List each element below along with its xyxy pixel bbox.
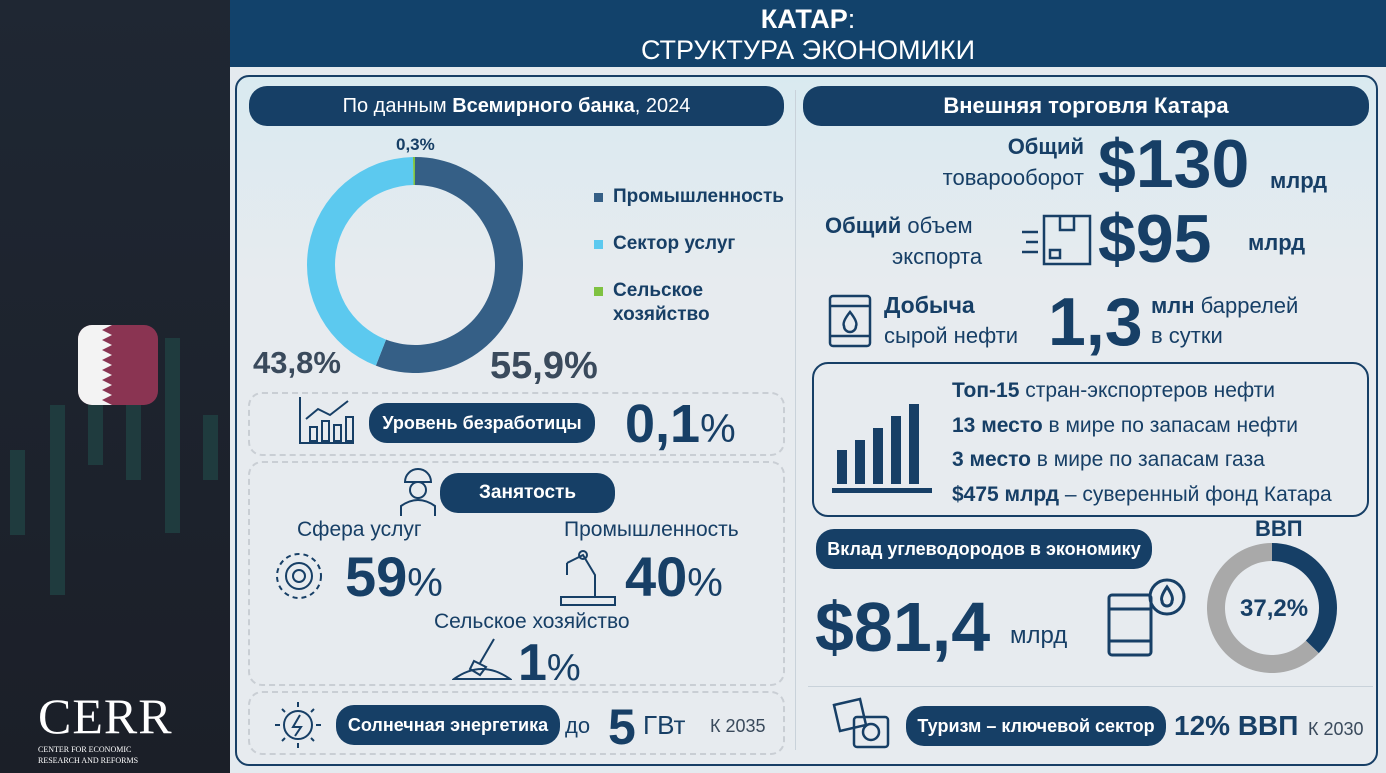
shipping-box-icon: [1022, 214, 1092, 266]
turnover-unit: млрд: [1270, 168, 1328, 193]
facts-list: Топ-15 стран-экспортеров нефти 13 место …: [952, 374, 1332, 512]
tourism-value: 12% ВВП: [1174, 710, 1299, 741]
export-label: экспорта: [892, 244, 983, 269]
fact-item: 13 место в мире по запасам нефти: [952, 413, 1298, 437]
facts-box: [812, 362, 1369, 517]
solar-prefix: до: [565, 713, 591, 738]
donut-slice-1: [307, 157, 414, 366]
gdp-share-slice: [1272, 543, 1337, 654]
economy-donut-chart: [307, 157, 523, 373]
robot-arm-icon: [560, 550, 616, 606]
solar-year: К 2035: [710, 716, 766, 736]
fact-item: 3 место в мире по запасам газа: [952, 448, 1265, 471]
legend-item-agri: Сельское хозяйство: [594, 279, 784, 327]
qatar-flag-icon: [78, 325, 158, 405]
hydrocarbons-value: $81,4: [815, 588, 991, 666]
gdp-rest-slice: [1207, 543, 1319, 673]
oil-label: сырой нефти: [884, 323, 1019, 348]
solar-box: [248, 691, 785, 755]
oil-unit: в сутки: [1151, 323, 1223, 348]
employment-title: Занятость: [440, 473, 615, 513]
solar-unit: ГВт: [643, 710, 686, 740]
logo-tag: CENTER FOR ECONOMIC: [38, 745, 132, 754]
employment-agri-value: 1%: [518, 634, 581, 692]
tourism-year: К 2030: [1308, 719, 1364, 739]
export-label: Общий объем: [825, 213, 973, 238]
solar-label: Солнечная энергетика: [336, 705, 560, 745]
worker-icon: [400, 468, 436, 516]
oil-label: Добыча: [884, 292, 975, 318]
solar-value: 5: [608, 699, 636, 755]
chart-legend: Промышленность Сектор услуг Сельское хозя…: [594, 185, 784, 327]
side-banner: CERR CENTER FOR ECONOMIC RESEARCH AND RE…: [0, 0, 230, 773]
hydrocarbons-unit: млрд: [1010, 622, 1068, 649]
page-title: КАТАР:: [760, 4, 856, 34]
oil-barrel-icon: [828, 294, 872, 348]
export-value: $95: [1098, 201, 1212, 277]
unemployment-label: Уровень безработицы: [369, 403, 595, 443]
solar-energy-icon: [275, 702, 321, 748]
shovel-icon: [452, 638, 512, 680]
donut-slice-0: [375, 157, 523, 373]
fact-item: $475 млрд – суверенный фонд Катара: [952, 482, 1332, 506]
oil-barrel-drop-icon: [1107, 578, 1186, 657]
logo-text: CERR: [38, 688, 173, 744]
page-header: КАТАР: СТРУКТУРА ЭКОНОМИКИ: [230, 0, 1386, 67]
logo-tag: RESEARCH AND REFORMS: [38, 756, 139, 765]
turnover-label: товарооборот: [942, 165, 1084, 190]
tourism-label: Туризм – ключевой сектор: [906, 706, 1166, 746]
source-banner: По данным Всемирного банка, 2024: [249, 86, 784, 126]
legend-item-services: Сектор услуг: [594, 232, 784, 256]
data-label-industry: 55,9%: [490, 345, 598, 387]
bar-chart-icon: [832, 404, 932, 493]
gdp-label: ВВП: [1255, 516, 1303, 541]
employment-services-value: 59%: [345, 545, 443, 608]
oil-unit: млн баррелей: [1151, 293, 1299, 318]
employment-industry-label: Промышленность: [564, 518, 739, 541]
data-label-services: 43,8%: [253, 345, 341, 380]
donut-slice-2: [412, 157, 415, 186]
turnover-value: $130: [1098, 126, 1250, 202]
gdp-share-donut: [1207, 543, 1337, 673]
employment-services-label: Сфера услуг: [297, 518, 422, 541]
unemployment-box: [248, 392, 785, 456]
cerr-logo: CERR CENTER FOR ECONOMIC RESEARCH AND RE…: [38, 688, 173, 766]
employment-box: [248, 461, 785, 686]
hydrocarbons-label: Вклад углеводородов в экономику: [816, 529, 1152, 569]
legend-item-industry: Промышленность: [594, 185, 784, 209]
page-subtitle: СТРУКТУРА ЭКОНОМИКИ: [640, 35, 976, 65]
data-label-agri: 0,3%: [396, 135, 435, 154]
gear-icon: [276, 553, 322, 599]
export-unit: млрд: [1248, 230, 1306, 255]
oil-value: 1,3: [1048, 284, 1143, 360]
gdp-share-label: 37,2%: [1240, 595, 1309, 622]
unemployment-value: 0,1%: [625, 394, 736, 454]
employment-industry-value: 40%: [625, 545, 723, 608]
fact-item: Топ-15 стран-экспортеров нефти: [952, 379, 1276, 402]
camera-photo-icon: [832, 697, 890, 749]
employment-agri-label: Сельское хозяйство: [434, 610, 630, 633]
trade-title: Внешняя торговля Катара: [803, 86, 1369, 126]
chart-growth-icon: [299, 397, 354, 444]
turnover-label: Общий: [1007, 134, 1084, 159]
